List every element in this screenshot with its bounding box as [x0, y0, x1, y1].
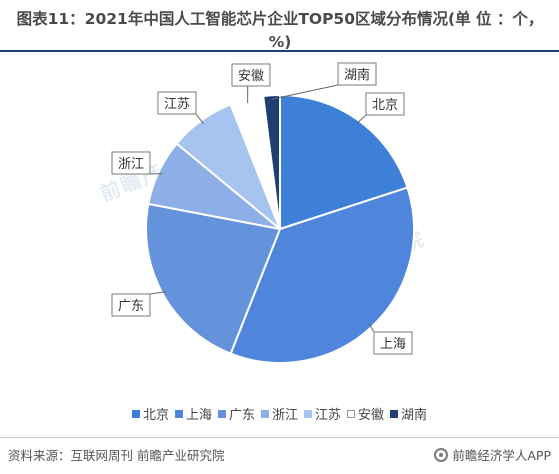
legend-item-1: 上海: [174, 404, 212, 423]
callout-line-2: [149, 291, 167, 295]
callout-label-2: 广东: [118, 299, 144, 314]
legend-label-2: 广东: [228, 408, 255, 423]
legend-label-5: 安徽: [358, 408, 385, 423]
pie-slice-2: [145, 202, 282, 355]
callout-box-6: [337, 62, 377, 86]
callout-line-1: [368, 323, 375, 333]
callout-label-4: 江苏: [164, 96, 190, 112]
legend-label-1: 上海: [185, 408, 212, 423]
source-note: 资料来源：互联网周刊 前瞻产业研究院: [8, 448, 225, 463]
callout-label-3: 浙江: [118, 157, 144, 172]
brand-name: 前瞻经济学人APP: [452, 448, 551, 463]
callout-line-4: [195, 113, 204, 125]
legend-item-4: 江苏: [304, 404, 341, 423]
legend-item-0: 北京: [131, 404, 169, 423]
legend-item-6: 湖南: [390, 404, 427, 423]
pie-slice-1: [229, 186, 415, 364]
legend-item-5: 安徽: [347, 404, 384, 423]
callout-label-0: 北京: [372, 98, 398, 113]
qianzhan-logo-icon: [434, 447, 449, 462]
pie-slice-0: [279, 93, 409, 231]
pie-slice-6: [262, 93, 281, 230]
legend-label-4: 江苏: [315, 408, 342, 423]
legend-item-3: 浙江: [260, 404, 298, 423]
callout-label-6: 湖南: [344, 67, 370, 83]
legend-swatch-5: [347, 409, 356, 418]
callout-box-0: [365, 92, 405, 116]
legend-swatch-4: [304, 409, 312, 418]
callout-label-5: 安徽: [238, 69, 264, 84]
callout-label-1: 上海: [380, 337, 406, 352]
title-divider: [0, 50, 559, 52]
brand-footer: 前瞻经济学人APP: [434, 445, 551, 464]
callout-box-4: [157, 91, 197, 115]
legend: 北京 上海 广东 浙江 江苏 安徽 湖南: [0, 404, 559, 423]
legend-swatch-6: [390, 409, 399, 418]
legend-item-2: 广东: [217, 404, 255, 423]
callout-box-2: [111, 293, 151, 317]
legend-label-3: 浙江: [271, 408, 298, 423]
callout-box-5: [231, 63, 271, 87]
legend-swatch-1: [174, 409, 183, 418]
callout-box-3: [111, 151, 151, 175]
footer-divider: [0, 437, 559, 438]
legend-label-6: 湖南: [401, 408, 428, 423]
legend-swatch-2: [217, 409, 226, 418]
legend-label-0: 北京: [142, 408, 169, 423]
callout-line-6: [271, 84, 339, 100]
callout-line-0: [356, 114, 367, 125]
legend-swatch-3: [260, 409, 269, 418]
callout-box-1: [373, 331, 413, 355]
legend-swatch-0: [131, 409, 140, 418]
chart-title: 图表11：2021年中国人工智能芯片企业TOP50区域分布情况(单 位 ：个，%…: [16, 10, 544, 51]
